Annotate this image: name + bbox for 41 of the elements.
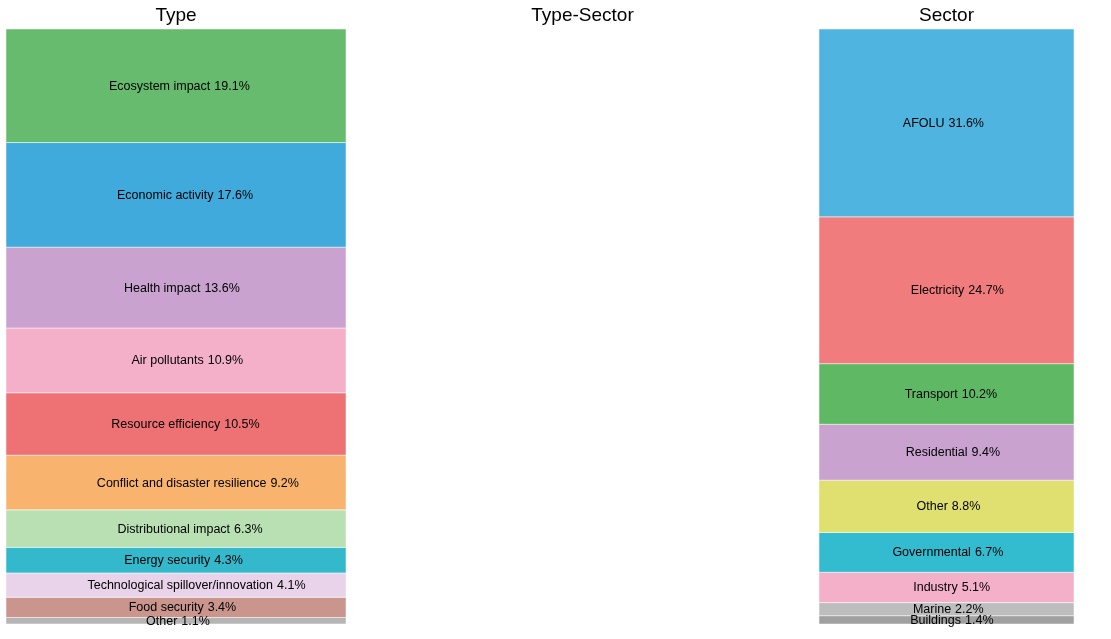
series-label: Ecosystem impact <box>108 78 211 93</box>
series-label: Electricity <box>910 283 966 298</box>
text: Type-Sector <box>531 4 635 25</box>
series-label: Industry <box>913 580 959 595</box>
chart-title: Type <box>155 3 197 25</box>
series-label: Residential <box>905 445 968 460</box>
series-label: Air pollutants <box>131 353 204 368</box>
series-label: Other <box>916 499 948 514</box>
data-label: 6.7% <box>974 545 1004 560</box>
data-label: 19.1% <box>214 78 250 93</box>
series-label: Transport <box>904 386 959 401</box>
series-label: Energy security <box>124 553 212 568</box>
data-label: 3.4% <box>207 600 237 615</box>
data-label: 13.6% <box>204 280 240 295</box>
series-label: Economic activity <box>117 187 215 202</box>
data-label: 17.6% <box>217 187 254 202</box>
series-label: Technological spillover/innovation <box>87 578 274 593</box>
data-label: 4.1% <box>277 578 306 593</box>
data-label: 9.4% <box>971 445 1001 460</box>
series-label: Distributional impact <box>117 521 231 536</box>
data-label: 9.2% <box>270 475 299 490</box>
series-label: Food security <box>128 600 205 615</box>
series-label: Conflict and disaster resilience <box>96 475 267 490</box>
data-label: 5.1% <box>961 580 991 595</box>
series-label: Other <box>146 613 178 628</box>
data-label: 6.3% <box>234 521 263 536</box>
series-label: Health impact <box>123 280 201 295</box>
data-label: 10.2% <box>961 386 998 401</box>
series-label: Resource efficiency <box>111 416 221 431</box>
data-label: 31.6% <box>948 115 984 130</box>
data-label: 4.3% <box>214 553 243 568</box>
chart-title: Sector <box>919 3 975 25</box>
series-label: AFOLU <box>902 115 945 130</box>
series-label: Governmental <box>892 545 971 560</box>
data-label: 1.4% <box>965 612 994 627</box>
data-label: 10.9% <box>207 353 244 368</box>
data-label: 8.8% <box>951 499 981 514</box>
data-label: 10.5% <box>224 416 260 431</box>
series-label: Buildings <box>910 612 961 627</box>
data-label: 24.7% <box>968 283 1004 298</box>
data-label: 1.1% <box>181 613 210 628</box>
